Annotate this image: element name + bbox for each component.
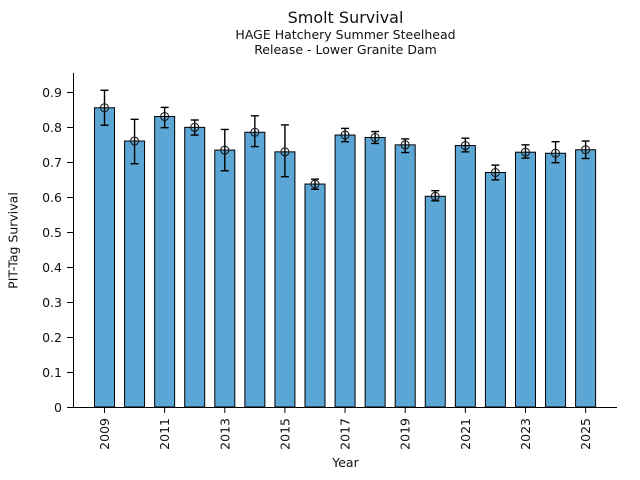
y-tick-label: 0.7 (42, 155, 62, 170)
y-tick-label: 0 (54, 400, 62, 415)
y-tick-label: 0.5 (42, 225, 62, 240)
mean-marker (250, 127, 260, 137)
bar (124, 140, 146, 408)
bar (334, 134, 356, 408)
x-axis-label: Year (332, 455, 359, 470)
bar (484, 172, 506, 408)
y-tick-label: 0.6 (42, 190, 62, 205)
x-tick-label: 2015 (277, 418, 292, 450)
mean-marker (520, 147, 531, 157)
bar (244, 131, 266, 408)
mean-marker (340, 130, 350, 140)
bar (424, 195, 446, 408)
x-tick-label: 2021 (458, 418, 473, 450)
bar (575, 149, 597, 408)
mean-marker (190, 122, 200, 132)
mean-marker (581, 145, 591, 155)
mean-marker (99, 103, 110, 113)
mean-marker (310, 179, 320, 189)
x-tick-label: 2025 (578, 418, 593, 450)
mean-marker (220, 145, 230, 155)
bar (214, 149, 236, 408)
x-tick-label: 2023 (518, 418, 533, 450)
mean-marker (400, 140, 410, 150)
bar (545, 152, 567, 408)
mean-marker (130, 136, 140, 146)
mean-marker (160, 111, 170, 122)
chart-subtitle-line2: Release - Lower Granite Dam (254, 42, 437, 57)
x-tick-label: 2011 (157, 418, 172, 450)
title-block: Smolt Survival HAGE Hatchery Summer Stee… (73, 8, 618, 57)
x-tick-label: 2013 (217, 418, 232, 450)
bar (274, 151, 296, 408)
y-tick-label: 0.3 (42, 295, 62, 310)
bar (454, 145, 476, 408)
mean-marker (550, 148, 561, 158)
bar (94, 107, 115, 408)
mean-marker (280, 147, 290, 157)
y-axis-label: PIT-Tag Survival (5, 192, 21, 289)
y-tick-label: 0.4 (42, 260, 62, 275)
chart-title: Smolt Survival (287, 8, 404, 27)
bar (394, 144, 416, 408)
bar (364, 137, 386, 408)
x-tick-label: 2019 (398, 418, 413, 450)
x-tick-label: 2017 (338, 418, 353, 450)
chart-subtitle-line1: HAGE Hatchery Summer Steelhead (235, 27, 456, 42)
y-tick-label: 0.1 (42, 365, 62, 380)
y-tick-label: 0.2 (42, 330, 62, 345)
bar (154, 116, 176, 408)
mean-marker (370, 132, 380, 143)
y-tick-label: 0.8 (42, 120, 62, 135)
y-tick-label: 0.9 (42, 85, 62, 100)
mean-marker (460, 141, 470, 151)
bar (514, 151, 536, 408)
bar (304, 183, 326, 408)
bar (184, 126, 206, 408)
x-tick-label: 2009 (97, 418, 112, 450)
mean-marker (490, 167, 500, 178)
mean-marker (430, 191, 440, 201)
